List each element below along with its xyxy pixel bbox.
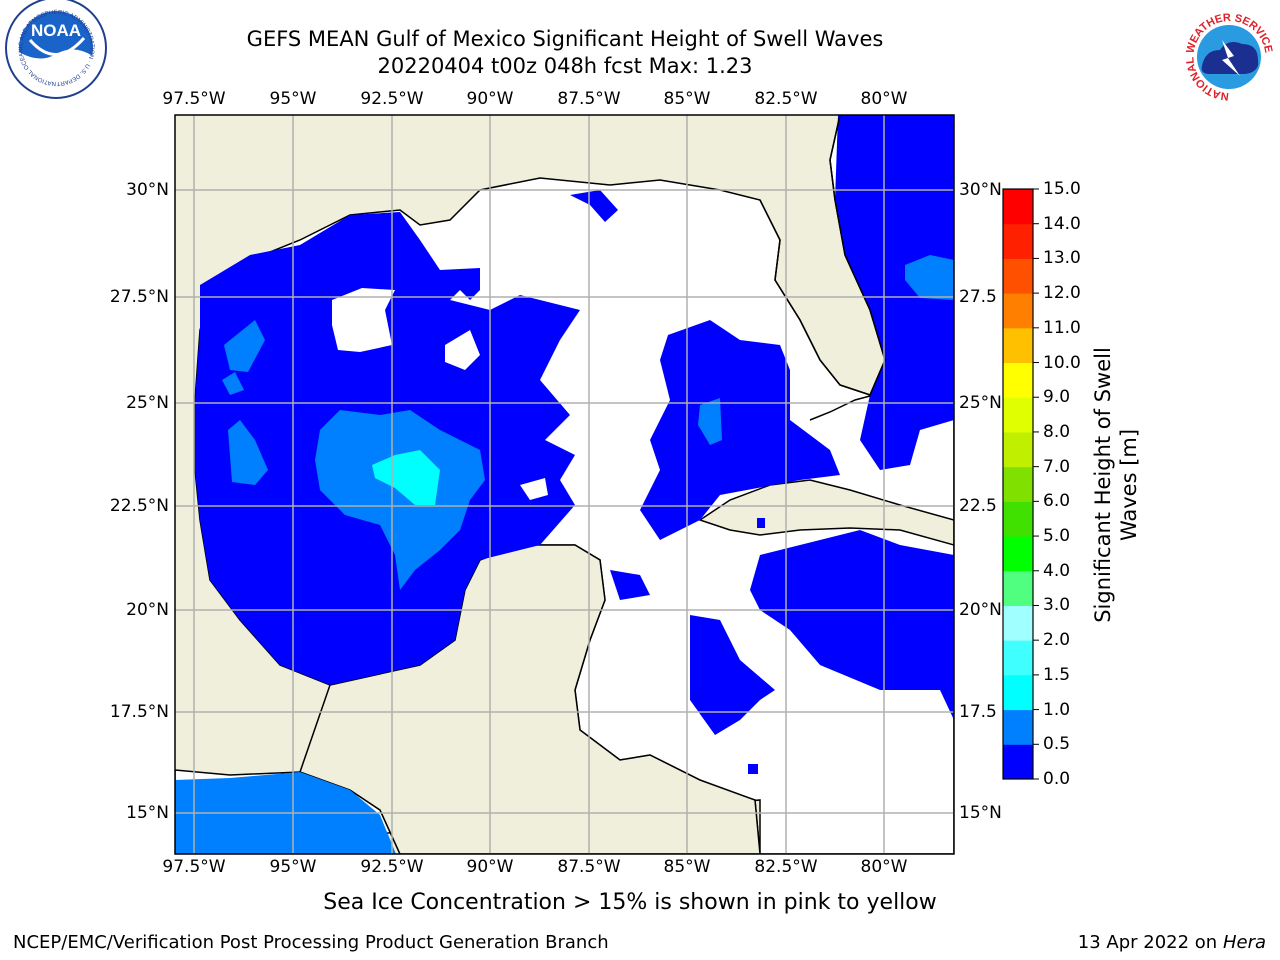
lon-tick-top: 85°W [663,89,711,109]
colorbar-segment [1003,501,1033,537]
lat-tick-right: 20°N [959,600,1002,620]
colorbar-segment [1003,605,1033,641]
colorbar-tick-label: 1.5 [1043,664,1071,685]
lat-tick-right: 22.5 [959,496,997,516]
colorbar-tick-label: 1.0 [1043,699,1071,720]
colorbar-segment [1003,709,1033,745]
lat-tick-right: 17.5 [959,702,997,722]
colorbar-tick-label: 0.5 [1043,734,1071,755]
lon-tick-top: 82.5°W [754,89,818,109]
map-panel [175,115,954,854]
svg-text:NOAA: NOAA [31,21,81,40]
gridlines [175,115,954,854]
footer-date: 13 Apr 2022 on Hera [1078,932,1266,953]
colorbar-segment [1003,431,1033,468]
lon-tick-bottom: 90°W [466,857,514,877]
colorbar-segment [1003,223,1033,259]
lon-tick-bottom: 92.5°W [360,857,424,877]
colorbar-tick-label: 2.0 [1043,630,1071,651]
colorbar-segment [1003,362,1033,398]
colorbar-label-line2: Waves [m] [1117,428,1141,542]
lon-tick-bottom: 87.5°W [557,857,621,877]
lon-tick-top: 92.5°W [360,89,424,109]
lat-tick-left: 20°N [126,600,169,620]
colorbar-tick-label: 11.0 [1043,317,1081,338]
colorbar-tick-label: 13.0 [1043,248,1081,269]
keys-coast [809,395,871,421]
colorbar-tick-label: 4.0 [1043,560,1071,581]
colorbar-label-line1: Significant Height of Swell [1091,347,1115,623]
lon-tick-bottom: 82.5°W [754,857,818,877]
lon-tick-bottom: 95°W [269,857,317,877]
lon-tick-top: 95°W [269,89,317,109]
colorbar-segment [1003,570,1033,606]
lat-tick-left: 17.5°N [109,702,169,722]
lat-tick-left: 27.5°N [109,287,169,307]
colorbar-frame [1002,188,1034,780]
chart-subtitle: 20220404 t00z 048h fcst Max: 1.23 [377,54,753,78]
colorbar-tick-label: 10.0 [1043,352,1081,373]
colorbar-segment [1003,466,1033,502]
lon-tick-bottom: 80°W [860,857,908,877]
lat-tick-right: 27.5 [959,287,997,307]
colorbar-label: Significant Height of Swell Waves [m] [1090,347,1142,623]
colorbar-tick-label: 14.0 [1043,213,1081,234]
colorbar-segment [1003,327,1033,364]
sea-ice-note: Sea Ice Concentration > 15% is shown in … [323,890,937,915]
swell-field-gaps [332,288,548,500]
map-frame [174,114,955,855]
florida-coast [759,115,886,396]
lat-tick-left: 22.5°N [109,496,169,516]
colorbar [1003,188,1039,780]
colorbar-segment [1003,397,1033,433]
lon-tick-top: 80°W [860,89,908,109]
colorbar-segment [1003,536,1033,572]
colorbar-segment [1003,744,1033,780]
colorbar-tick-label: 15.0 [1043,179,1081,199]
lat-tick-left: 25°N [126,393,169,413]
colorbar-tick-label: 12.0 [1043,283,1081,304]
colorbar-tick-label: 0.0 [1043,769,1071,789]
lon-tick-top: 90°W [466,89,514,109]
lon-tick-bottom: 97.5°W [162,857,226,877]
footer-host: Hera [1222,932,1266,953]
lat-tick-left: 15°N [126,803,169,823]
chart-title: GEFS MEAN Gulf of Mexico Significant Hei… [246,27,884,51]
lat-tick-right: 15°N [959,803,1002,823]
colorbar-segment [1003,293,1033,329]
footer-credit: NCEP/EMC/Verification Post Processing Pr… [13,932,609,953]
swell-field-high [372,450,440,505]
colorbar-tick-label: 3.0 [1043,595,1071,616]
colorbar-tick-label: 9.0 [1043,387,1071,408]
footer-date-text: 13 Apr 2022 on [1077,932,1218,953]
colorbar-tick-label: 6.0 [1043,491,1071,512]
lon-tick-top: 87.5°W [557,89,621,109]
colorbar-tick-label: 8.0 [1043,421,1071,442]
lat-tick-right: 25°N [959,393,1002,413]
colorbar-segment [1003,258,1033,294]
colorbar-tick-label: 7.0 [1043,456,1071,477]
colorbar-segment [1003,674,1033,711]
lat-tick-left: 30°N [126,180,169,200]
nws-logo: NATIONAL WEATHER SERVICE [1180,8,1278,106]
colorbar-tick-label: 5.0 [1043,526,1071,547]
colorbar-segment [1003,189,1033,225]
lon-tick-bottom: 85°W [663,857,711,877]
lon-tick-top: 97.5°W [162,89,226,109]
colorbar-segment [1003,640,1033,676]
lat-tick-right: 30°N [959,180,1002,200]
